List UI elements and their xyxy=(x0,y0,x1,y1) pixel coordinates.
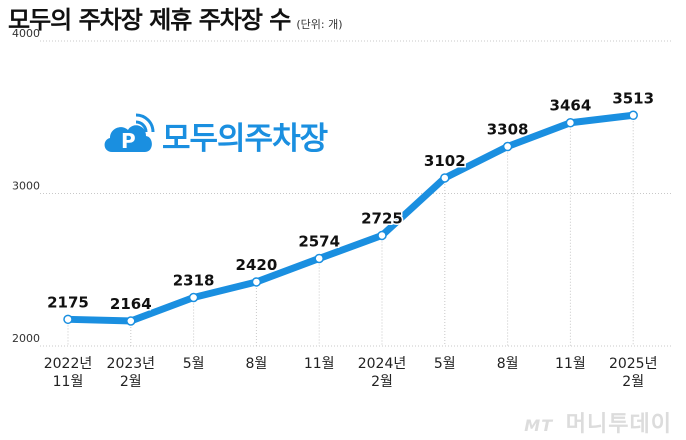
data-label: 3464 xyxy=(550,97,592,115)
data-label: 3102 xyxy=(424,152,466,170)
data-label: 2574 xyxy=(298,232,340,250)
watermark-text: 머니투데이 xyxy=(565,412,672,437)
data-label: 2175 xyxy=(47,293,89,311)
unit-label: (단위: 개) xyxy=(296,18,343,31)
x-tick-label: 2023년 xyxy=(107,356,156,372)
chart-header: 모두의 주차장 제휴 주차장 수 (단위: 개) xyxy=(8,0,343,34)
svg-text:P: P xyxy=(121,129,136,153)
data-label: 2164 xyxy=(110,295,152,313)
x-tick-label: 8월 xyxy=(497,356,519,372)
x-tick-label: 5월 xyxy=(183,356,205,372)
data-label: 3308 xyxy=(487,121,529,139)
watermark: MT 머니투데이 xyxy=(524,406,672,438)
data-point xyxy=(63,314,73,325)
data-point xyxy=(377,230,387,241)
data-point xyxy=(126,316,136,326)
y-tick-label: 3000 xyxy=(12,180,40,193)
data-label: 2420 xyxy=(236,256,278,274)
x-tick-label: 11월 xyxy=(555,356,586,372)
parking-cloud-icon: P xyxy=(104,113,155,153)
chart-title: 모두의 주차장 제휴 주차장 수 xyxy=(8,6,291,34)
logo-text: 모두의주차장 xyxy=(162,120,328,157)
data-point xyxy=(188,292,199,303)
x-tick-label: 2022년 xyxy=(44,356,93,372)
data-label: 3513 xyxy=(612,89,654,107)
data-point xyxy=(440,173,450,183)
data-point xyxy=(314,253,324,264)
watermark-mt: MT xyxy=(524,416,554,435)
x-tick-label: 2024년 xyxy=(358,356,407,372)
data-label: 2318 xyxy=(173,272,215,290)
data-point xyxy=(502,141,513,152)
x-tick-label: 2월 xyxy=(120,374,142,390)
series-line xyxy=(64,111,637,325)
x-tick-label: 2025년 xyxy=(609,356,658,372)
y-tick-label: 4000 xyxy=(12,27,40,40)
x-tick-label: 5월 xyxy=(434,356,456,372)
x-tick-label: 2월 xyxy=(371,374,393,390)
x-tick-label: 11월 xyxy=(304,356,335,372)
x-tick-label: 11월 xyxy=(53,374,84,390)
data-point xyxy=(628,110,638,121)
logo: P 모두의주차장 xyxy=(100,112,328,158)
y-tick-label: 2000 xyxy=(12,332,40,345)
data-point xyxy=(251,277,262,287)
data-label: 2725 xyxy=(361,209,403,227)
data-point xyxy=(565,117,576,128)
x-tick-label: 8월 xyxy=(246,356,268,372)
x-tick-label: 2월 xyxy=(622,374,644,390)
